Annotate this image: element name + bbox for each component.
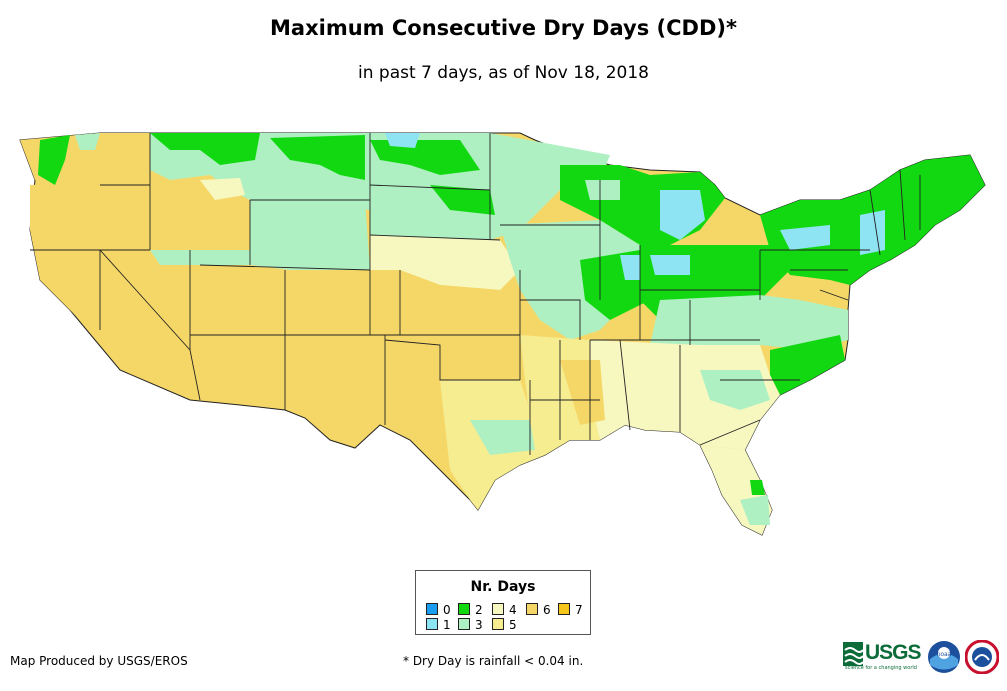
agency-logos: USGS science for a changing world noaa (843, 638, 1003, 678)
usgs-tagline: science for a changing world (845, 665, 917, 671)
legend-swatch-1 (426, 618, 438, 630)
legend-item-7: 7 (558, 603, 583, 617)
legend-item-6: 6 (526, 603, 551, 617)
legend-swatch-7 (558, 603, 570, 615)
legend-swatch-4 (492, 603, 504, 615)
legend-item-2: 2 (458, 603, 483, 617)
legend-item-5: 5 (492, 618, 517, 632)
noaa-logo-icon: noaa (928, 641, 960, 673)
legend-title: Nr. Days (470, 579, 536, 595)
legend: Nr. Days 0 1 2 3 4 5 6 7 (415, 570, 591, 635)
map-credit: Map Produced by USGS/EROS (10, 654, 188, 668)
svg-text:noaa: noaa (937, 651, 952, 658)
legend-swatch-5 (492, 618, 504, 630)
legend-item-3: 3 (458, 618, 483, 632)
usgs-logo: USGS (865, 641, 922, 664)
legend-swatch-3 (458, 618, 470, 630)
map-title: Maximum Consecutive Dry Days (CDD)* (270, 16, 737, 40)
legend-item-4: 4 (492, 603, 517, 617)
usgs-wave-logo-icon (843, 642, 864, 666)
legend-swatch-0 (426, 603, 438, 615)
legend-item-0: 0 (426, 603, 451, 617)
legend-item-1: 1 (426, 618, 451, 632)
legend-swatch-2 (458, 603, 470, 615)
dry-day-note: * Dry Day is rainfall < 0.04 in. (403, 654, 584, 668)
map-subtitle: in past 7 days, as of Nov 18, 2018 (358, 63, 649, 83)
legend-swatch-6 (526, 603, 538, 615)
nws-logo-icon (965, 640, 999, 674)
